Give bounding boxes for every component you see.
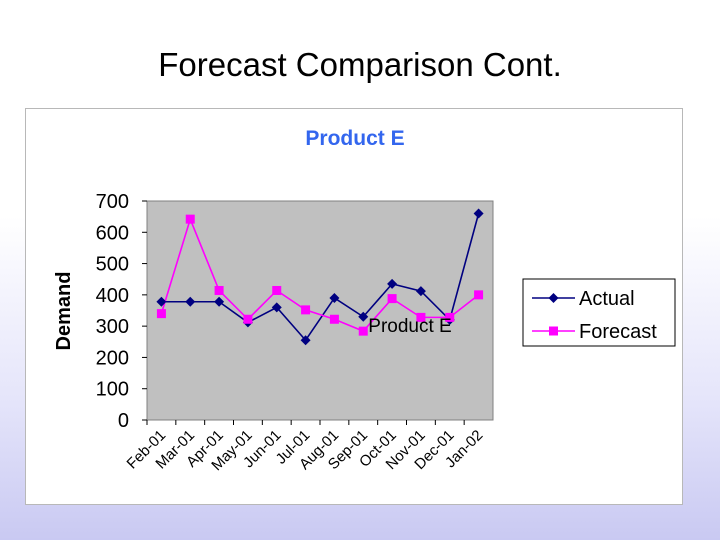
data-point-actual xyxy=(387,278,398,289)
data-point-forecast xyxy=(185,214,195,224)
data-point-forecast xyxy=(301,305,311,315)
y-tick-label: 600 xyxy=(96,222,129,244)
y-tick-label: 500 xyxy=(96,254,129,276)
x-axis: Feb-01Mar-01Apr-01May-01Jun-01Jul-01Aug-… xyxy=(124,420,486,474)
y-axis: 0 100 200 300 400 500 600 700 xyxy=(96,191,147,432)
data-point-actual xyxy=(329,292,340,303)
y-tick-label: 100 xyxy=(96,379,129,401)
legend-marker-forecast xyxy=(549,326,558,336)
data-point-forecast xyxy=(272,285,282,295)
y-tick-label: 200 xyxy=(96,347,129,369)
data-point-actual xyxy=(473,208,484,219)
legend-label-actual: Actual xyxy=(579,288,635,310)
data-point-actual xyxy=(156,296,167,307)
y-tick-label: 400 xyxy=(96,285,129,307)
data-point-actual xyxy=(358,311,369,322)
y-tick-label: 0 xyxy=(118,410,129,432)
data-point-forecast xyxy=(474,290,484,300)
data-point-actual xyxy=(271,302,282,313)
y-axis-label: Demand xyxy=(53,272,75,351)
y-tick-label: 300 xyxy=(96,316,129,338)
data-point-forecast xyxy=(156,309,166,319)
plot-area xyxy=(146,200,494,421)
series-line-forecast xyxy=(160,216,480,333)
data-point-actual xyxy=(415,286,426,297)
data-point-actual xyxy=(185,296,196,307)
chart-frame: Product E Demand 0 100 200 300 400 500 600 700 … xyxy=(25,108,683,505)
series-markers xyxy=(156,208,484,346)
data-point-forecast xyxy=(445,312,455,322)
legend: Actual Forecast xyxy=(522,278,676,347)
chart-title: Product E xyxy=(305,127,404,150)
data-point-forecast xyxy=(243,314,253,324)
legend-box xyxy=(522,278,676,347)
data-point-forecast xyxy=(387,294,397,304)
data-point-forecast xyxy=(329,314,339,324)
line-chart: Product E Demand 0100200300400500600700 … xyxy=(53,127,676,474)
data-point-forecast xyxy=(358,326,368,336)
data-point-actual xyxy=(214,296,225,307)
legend-label-forecast: Forecast xyxy=(579,321,657,343)
overlay-label: Product E xyxy=(368,316,451,337)
slide-title: Forecast Comparison Cont. xyxy=(158,46,562,83)
data-point-forecast xyxy=(214,285,224,295)
data-point-actual xyxy=(300,335,311,346)
y-tick-label: 700 xyxy=(96,191,129,213)
legend-marker-actual xyxy=(548,293,559,303)
data-point-forecast xyxy=(416,312,426,322)
